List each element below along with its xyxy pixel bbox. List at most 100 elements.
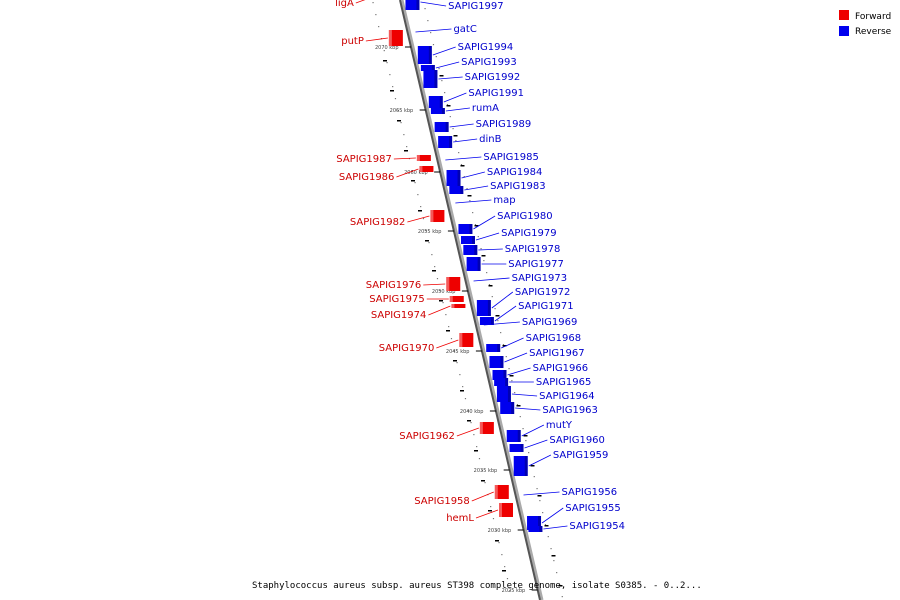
forward-gene-leader <box>365 37 388 42</box>
feature-shade <box>539 526 543 532</box>
dot <box>473 434 475 436</box>
reverse-gene-feature <box>500 402 515 414</box>
forward-gene-leader <box>423 283 446 286</box>
reverse-gene-feature <box>458 224 473 234</box>
dot <box>511 380 513 382</box>
feature-shade <box>474 245 478 255</box>
feature-shade <box>416 0 420 10</box>
reverse-gene-leader <box>445 107 470 112</box>
reverse-gene-label: SAPIG1966 <box>533 363 589 374</box>
reverse-gene-leader <box>453 138 478 143</box>
dot <box>508 368 510 370</box>
dash <box>425 240 429 242</box>
dot <box>528 452 530 454</box>
tick-label: 2035 kbp <box>474 468 498 474</box>
dash <box>551 555 556 557</box>
reverse-gene-feature <box>513 456 528 476</box>
forward-gene-leader <box>396 168 419 178</box>
reverse-gene-leader <box>461 171 485 179</box>
forward-gene-feature <box>499 503 513 517</box>
reverse-gene-label: rumA <box>472 103 499 114</box>
reverse-gene-feature <box>489 356 504 368</box>
dot <box>394 98 397 100</box>
reverse-gene-label: SAPIG1980 <box>497 211 553 222</box>
reverse-gene-label: gatC <box>453 24 476 35</box>
forward-gene-feature <box>459 333 474 347</box>
reverse-gene-label: SAPIG1985 <box>483 152 539 163</box>
dot <box>525 440 527 442</box>
dash <box>432 270 436 272</box>
reverse-gene-label: SAPIG1971 <box>518 301 574 312</box>
reverse-gene-label: SAPIG1973 <box>512 273 568 284</box>
dot <box>533 476 535 478</box>
reverse-gene-feature <box>449 186 464 194</box>
dot <box>397 110 399 112</box>
reverse-gene-leader <box>449 123 474 128</box>
dot <box>420 206 422 208</box>
feature-shade <box>511 402 515 414</box>
dot <box>481 470 483 472</box>
reverse-gene-feature <box>417 46 432 64</box>
forward-gene-label: hemL <box>446 513 474 524</box>
dash <box>439 75 444 77</box>
dash <box>481 480 485 482</box>
reverse-gene-leader <box>420 1 447 7</box>
forward-gene-label: putP <box>341 36 364 47</box>
dash <box>481 255 486 257</box>
feature-shade <box>477 257 481 271</box>
dot <box>502 344 505 346</box>
feature-shade <box>434 70 438 88</box>
forward-gene-label: SAPIG1975 <box>369 294 425 305</box>
dash <box>495 315 500 317</box>
dash <box>537 495 542 497</box>
reverse-gene-feature <box>434 122 449 132</box>
dot <box>477 236 479 238</box>
feature-shade <box>441 108 445 114</box>
forward-gene-label: SAPIG1986 <box>339 172 395 183</box>
dash <box>488 510 492 512</box>
dot <box>392 86 394 88</box>
reverse-gene-label: dinB <box>479 134 501 145</box>
tick-label: 2045 kbp <box>446 349 470 355</box>
dot <box>427 20 429 22</box>
dot <box>469 200 471 202</box>
feature-shade <box>449 136 453 148</box>
dot <box>389 74 391 76</box>
dot <box>536 488 538 490</box>
dot <box>478 458 481 460</box>
forward-gene-feature <box>446 277 461 291</box>
dash <box>446 330 450 332</box>
reverse-gene-feature <box>446 170 461 186</box>
feature-shade <box>472 236 475 244</box>
reverse-gene-feature <box>428 96 443 108</box>
dot <box>439 290 441 292</box>
forward-gene-feature <box>451 304 466 308</box>
feature-highlight <box>479 422 483 434</box>
feature-shade <box>524 456 528 476</box>
reverse-gene-leader <box>443 92 467 103</box>
reverse-gene-label: SAPIG1969 <box>522 317 578 328</box>
dash <box>474 450 478 452</box>
dash <box>502 345 507 347</box>
feature-shade <box>487 300 491 316</box>
feature-highlight <box>388 30 392 46</box>
genome-backbone-shadow <box>400 0 544 600</box>
feature-shade <box>431 65 435 71</box>
reverse-gene-label: SAPIG1956 <box>562 487 618 498</box>
reverse-gene-label: SAPIG1992 <box>465 72 521 83</box>
tick-label: 2030 kbp <box>488 528 512 534</box>
position-dots <box>372 2 563 598</box>
dot <box>486 272 488 274</box>
reverse-gene-label: SAPIG1964 <box>539 391 595 402</box>
tick-label: 2060 kbp <box>404 170 428 176</box>
feature-highlight <box>499 503 502 517</box>
dot <box>466 188 468 190</box>
dash <box>439 300 443 302</box>
dot <box>467 410 469 412</box>
gene-features <box>388 0 543 532</box>
dot <box>514 392 516 394</box>
legend-reverse-swatch <box>839 26 849 36</box>
dash <box>404 150 408 152</box>
forward-gene-leader <box>428 305 451 316</box>
